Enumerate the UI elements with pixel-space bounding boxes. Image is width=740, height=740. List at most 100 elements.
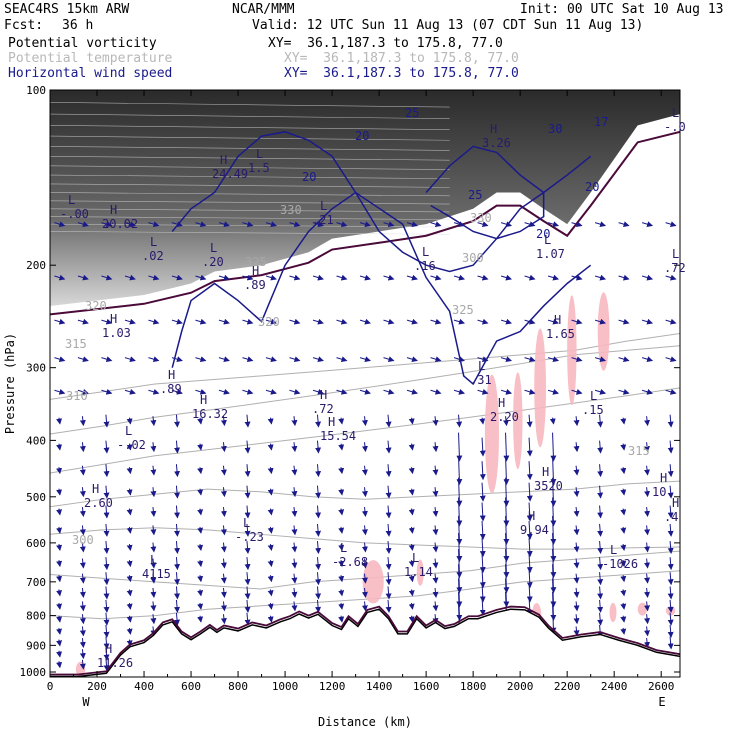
wind-vector (244, 440, 251, 454)
wind-vector (174, 557, 181, 571)
wind-vector (195, 388, 207, 395)
wind-vector (101, 274, 113, 281)
wind-vector (665, 356, 677, 363)
wind-vector (77, 388, 89, 395)
theta-contour-strat (50, 200, 450, 205)
wind-vector (383, 221, 395, 228)
wind-vector (267, 575, 274, 583)
wind-vector (220, 416, 227, 427)
terrain-outline (50, 608, 680, 677)
wind-vector (620, 443, 627, 451)
wind-vector (171, 388, 183, 395)
wind-vector (338, 508, 345, 516)
wind-vector (456, 515, 463, 545)
extremum-value: 2.60 (84, 496, 113, 510)
wind-vector (456, 414, 463, 428)
wind-vector (641, 221, 654, 228)
wind-vector (453, 318, 465, 325)
wind-vector (338, 488, 345, 496)
wind-vector (315, 572, 322, 586)
wind-vector (550, 515, 557, 545)
wind-vector (665, 274, 677, 281)
wind-vector (315, 557, 322, 571)
wind-vector (312, 388, 324, 395)
wind-vector (503, 549, 510, 579)
extremum-value: 4115 (142, 567, 171, 581)
wind-vector (338, 467, 345, 475)
wind-vector (573, 487, 580, 498)
x-tick-label: 600 (181, 680, 201, 693)
wind-vector (503, 497, 510, 527)
wind-vector (408, 526, 415, 534)
wind-vector (126, 627, 133, 635)
wind-vector (456, 456, 463, 486)
extremum-value: .16 (414, 259, 436, 273)
wind-vector (479, 538, 486, 558)
wind-vector (101, 356, 113, 363)
wind-vector (197, 602, 204, 610)
wind-vector (667, 586, 674, 600)
wind-vector (385, 523, 392, 537)
wind-vector (430, 318, 442, 325)
wind-vector (432, 525, 439, 536)
wind-vector (291, 601, 298, 612)
wind-vector (174, 523, 181, 537)
extremum-marker: L (210, 241, 217, 255)
wind-vector (265, 388, 277, 395)
wind-vector (56, 560, 63, 568)
wind-vector (550, 432, 557, 462)
extremum-marker: L (320, 199, 327, 213)
wind-vector (620, 615, 627, 623)
wind-vector (432, 416, 439, 427)
wind-vector (573, 465, 580, 476)
wind-vector (265, 221, 277, 228)
wind-vector (220, 525, 227, 536)
wind-vector (361, 487, 368, 498)
wind-vector (244, 612, 251, 626)
wind-vector (526, 482, 533, 502)
extremum-marker: H (320, 388, 327, 402)
extremum-marker: H (92, 482, 99, 496)
wind-vector (385, 440, 392, 454)
wind-vector (220, 601, 227, 612)
wind-vector (667, 599, 674, 613)
pv-anomaly-patch (362, 560, 384, 604)
wind-vector (171, 274, 183, 281)
extremum-value: .15 (582, 403, 604, 417)
wind-vector (550, 497, 557, 527)
wind-vector (150, 525, 157, 536)
wind-vector (197, 526, 204, 534)
wind-vector (101, 388, 113, 395)
wind-vector (79, 573, 86, 584)
wind-vector (242, 318, 254, 325)
wind-vector (174, 612, 181, 626)
extremum-value: 11.26 (97, 656, 133, 670)
wind-vector (479, 461, 486, 481)
wind-vector (479, 482, 486, 502)
wind-vector (291, 487, 298, 498)
wind-vector (456, 477, 463, 507)
wind-vector (594, 221, 607, 228)
pv-anomaly-patch (416, 559, 424, 586)
extremum-value: 2.20 (490, 410, 519, 424)
wind-vector (385, 586, 392, 600)
wind-vector (618, 356, 630, 363)
wind-vector (430, 356, 442, 363)
wind-vector (56, 589, 63, 597)
wind-vector (408, 543, 415, 552)
wind-vector (220, 442, 227, 453)
wind-vector (503, 477, 510, 507)
wind-vector (408, 575, 415, 583)
wind-vector (383, 388, 395, 395)
wind-vector (430, 388, 442, 395)
x-tick-label: 1400 (366, 680, 393, 693)
wind-vector (359, 274, 371, 281)
wind-vector (406, 356, 418, 363)
field-xy-theta: XY= 36.1,187.3 to 175.8, 77.0 (284, 51, 519, 66)
wind-vector (479, 520, 486, 540)
wind-vector (503, 456, 510, 486)
wind-vector (126, 560, 133, 568)
wind-vector (79, 442, 86, 453)
wind-speed-label: 20 (355, 129, 369, 143)
wind-vector (291, 542, 298, 553)
